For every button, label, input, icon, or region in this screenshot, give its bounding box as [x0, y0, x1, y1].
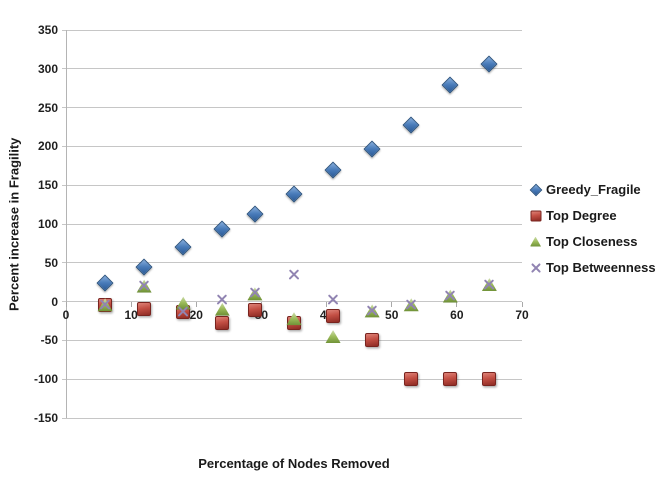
marker-top-betweenness — [138, 280, 151, 293]
y-tick-label: 100 — [37, 217, 58, 231]
marker-greedy-fragile — [96, 274, 114, 292]
y-tick-label: 250 — [37, 100, 58, 115]
gridline — [62, 68, 522, 70]
x-axis-tick — [130, 301, 132, 307]
marker-top-degree — [215, 316, 230, 331]
gridline — [62, 29, 522, 31]
marker-greedy-fragile — [480, 55, 498, 73]
marker-top-betweenness — [177, 305, 190, 318]
x-axis-tick — [326, 301, 328, 307]
marker-greedy-fragile — [174, 238, 192, 255]
marker-top-betweenness — [405, 298, 418, 311]
gridline — [62, 262, 522, 264]
y-tick-label: 350 — [37, 23, 58, 37]
marker-top-betweenness — [366, 304, 379, 317]
gridline — [62, 107, 522, 109]
marker-top-betweenness — [288, 268, 301, 281]
legend: Greedy_Fragile Top Degree Top Closeness Top… — [528, 182, 656, 275]
marker-top-betweenness — [327, 294, 340, 307]
x-tick-label: 50 — [385, 307, 399, 322]
square-icon — [528, 209, 543, 223]
marker-greedy-fragile — [363, 140, 381, 158]
x-axis-tick — [195, 301, 197, 307]
marker-top-degree — [137, 301, 152, 316]
x-axis-tick — [456, 301, 458, 307]
y-tick-label: -50 — [40, 333, 58, 348]
x-tick-label: 20 — [189, 307, 203, 322]
marker-greedy-fragile — [246, 205, 264, 223]
marker-greedy-fragile — [324, 161, 342, 179]
y-tick-label: 150 — [37, 178, 58, 193]
marker-top-betweenness — [216, 293, 229, 306]
y-tick-label: 300 — [37, 61, 58, 76]
marker-top-degree — [482, 372, 497, 387]
y-tick-label: 50 — [44, 255, 58, 270]
x-tick-label: 70 — [515, 307, 529, 322]
gridline — [62, 378, 522, 380]
marker-greedy-fragile — [135, 258, 153, 276]
legend-item-top-closeness: Top Closeness — [528, 234, 656, 249]
x-tick-label: 0 — [62, 307, 70, 322]
gridline — [62, 417, 522, 419]
y-tick-label: -150 — [33, 411, 58, 425]
x-axis-tick — [521, 301, 523, 307]
y-tick-label: 200 — [37, 139, 58, 154]
marker-top-betweenness — [483, 278, 496, 291]
legend-item-top-betweenness: Top Betweenness — [528, 260, 656, 275]
marker-top-betweenness — [444, 290, 457, 303]
legend-label: Top Degree — [546, 208, 617, 223]
gridline — [62, 184, 522, 186]
x-axis-tick — [65, 301, 67, 307]
y-tick-label: -100 — [33, 372, 58, 387]
marker-top-closeness — [325, 330, 341, 344]
x-tick-label: 10 — [124, 307, 138, 322]
x-icon — [528, 261, 543, 275]
marker-greedy-fragile — [285, 185, 303, 203]
legend-label: Top Betweenness — [546, 260, 656, 275]
x-axis-tick — [391, 301, 393, 307]
marker-greedy-fragile — [402, 116, 420, 134]
marker-top-betweenness — [248, 286, 261, 299]
gridline — [62, 223, 522, 225]
legend-label: Greedy_Fragile — [546, 182, 641, 197]
x-axis-title: Percentage of Nodes Removed — [198, 456, 390, 471]
marker-top-degree — [404, 372, 419, 387]
y-tick-label: 0 — [51, 294, 58, 309]
gridline — [62, 301, 522, 303]
triangle-icon — [528, 235, 543, 249]
legend-item-top-degree: Top Degree — [528, 208, 656, 223]
marker-top-degree — [247, 303, 262, 318]
y-axis-line — [65, 30, 67, 418]
legend-label: Top Closeness — [546, 234, 638, 249]
legend-item-greedy-fragile: Greedy_Fragile — [528, 182, 656, 197]
x-tick-label: 60 — [450, 307, 464, 322]
gridline — [62, 339, 522, 341]
gridline — [62, 145, 522, 147]
marker-top-degree — [326, 309, 341, 324]
marker-top-degree — [365, 333, 380, 348]
marker-top-betweenness — [99, 298, 112, 311]
diamond-icon — [528, 183, 543, 197]
marker-top-degree — [443, 372, 458, 387]
marker-greedy-fragile — [441, 76, 459, 94]
